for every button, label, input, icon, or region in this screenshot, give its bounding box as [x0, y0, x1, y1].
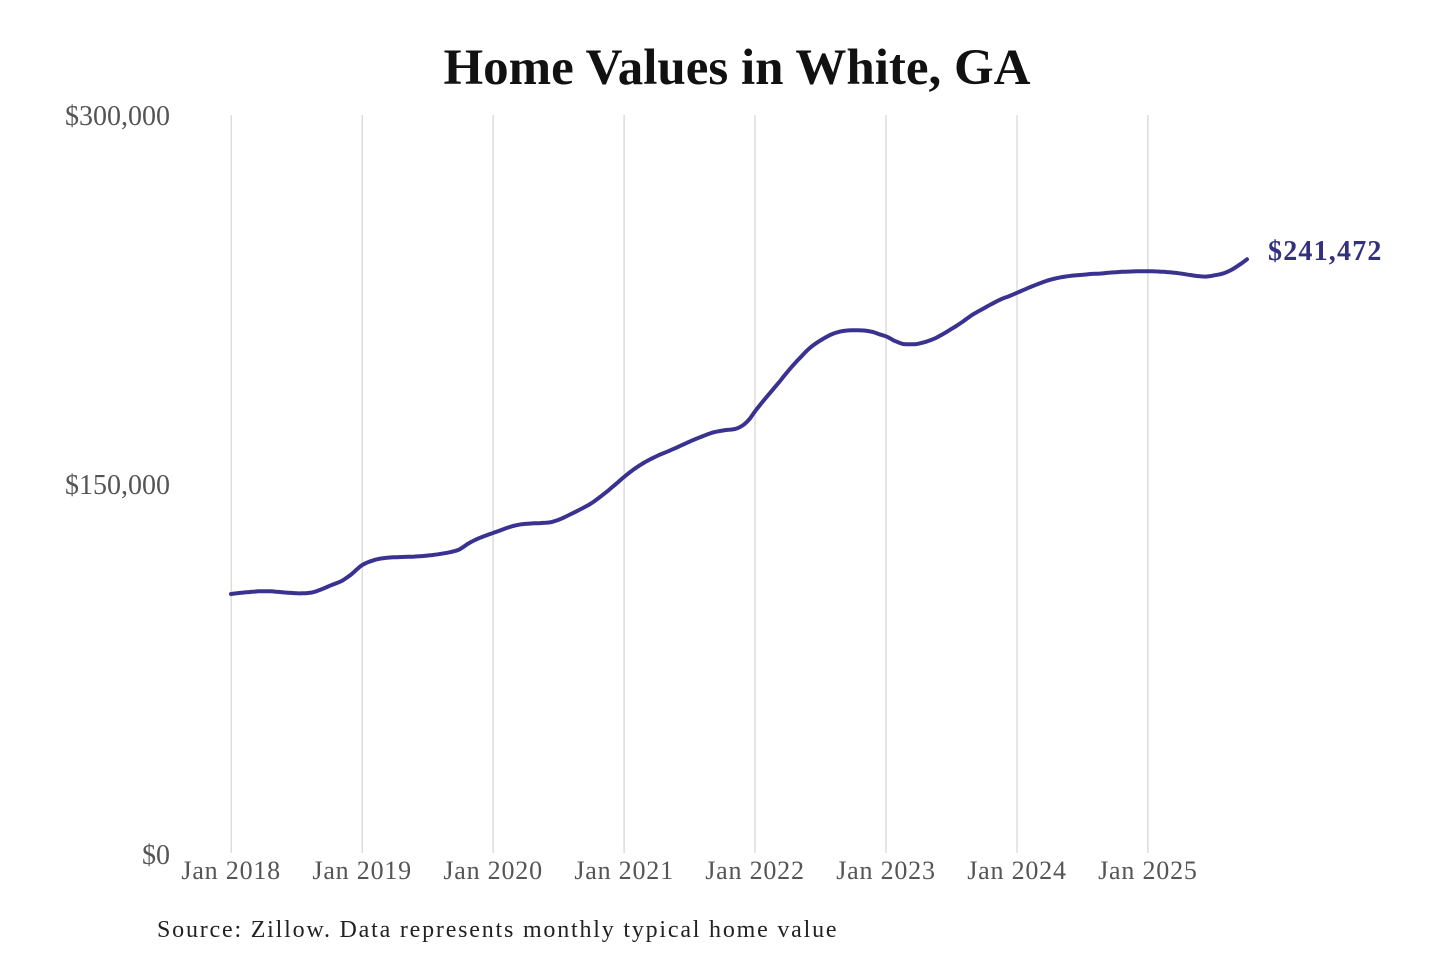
svg-text:Jan 2019: Jan 2019 [312, 856, 412, 885]
svg-text:Source: Zillow. Data represent: Source: Zillow. Data represents monthly … [157, 917, 838, 943]
svg-text:Jan 2024: Jan 2024 [967, 856, 1067, 885]
svg-text:$150,000: $150,000 [65, 470, 170, 501]
svg-text:$0: $0 [142, 840, 170, 871]
svg-text:Jan 2021: Jan 2021 [574, 856, 674, 885]
svg-text:Jan 2025: Jan 2025 [1098, 856, 1198, 885]
svg-text:$241,472: $241,472 [1268, 236, 1383, 267]
svg-text:Jan 2022: Jan 2022 [705, 856, 805, 885]
svg-text:Jan 2023: Jan 2023 [836, 856, 936, 885]
svg-text:$300,000: $300,000 [65, 101, 170, 132]
svg-text:Jan 2018: Jan 2018 [181, 856, 281, 885]
svg-text:Jan 2020: Jan 2020 [443, 856, 543, 885]
svg-text:Home Values in White, GA: Home Values in White, GA [443, 40, 1030, 96]
